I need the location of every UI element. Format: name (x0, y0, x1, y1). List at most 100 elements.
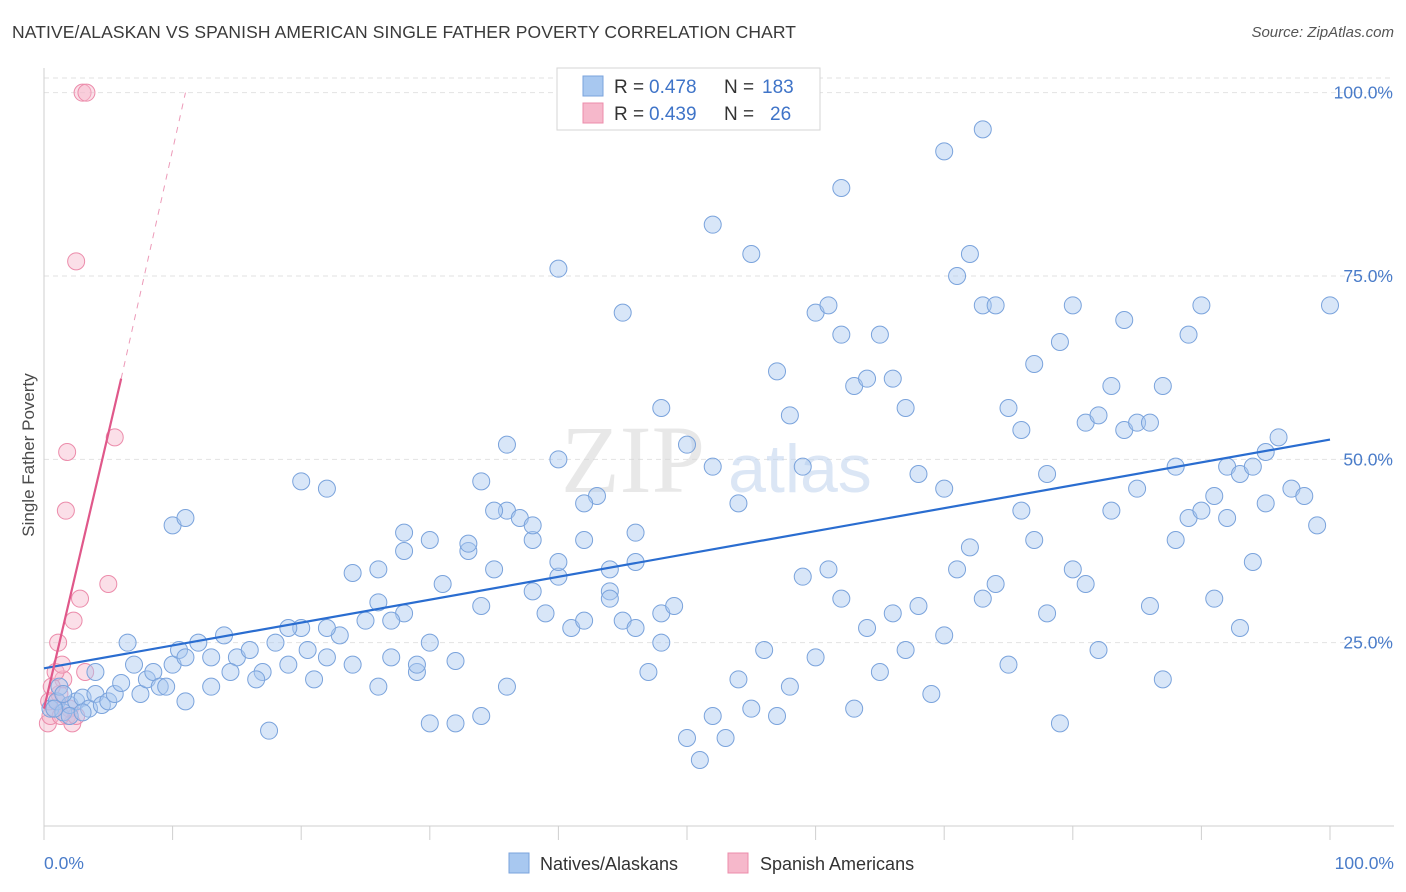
natives-point-58 (395, 542, 414, 560)
natives-point-113 (703, 457, 722, 476)
natives-point-184 (1153, 377, 1172, 395)
natives-point-133 (986, 575, 1005, 593)
natives-point-90 (549, 553, 568, 571)
natives-point-159 (819, 296, 838, 315)
natives-alaskans-points (41, 120, 1339, 769)
chart-title: NATIVE/ALASKAN VS SPANISH AMERICAN SINGL… (12, 22, 797, 42)
y-axis-label: Single Father Poverty (19, 373, 38, 537)
natives-point-99 (369, 560, 388, 579)
natives-point-165 (896, 399, 915, 417)
natives-point-117 (780, 677, 799, 696)
natives-point-62 (459, 542, 478, 560)
natives-point-138 (1050, 714, 1069, 733)
natives-point-47 (176, 648, 195, 667)
natives-point-39 (356, 611, 375, 630)
stats-legend: R = 0.478 N = 183 R = 0.439 N = 26 (556, 67, 821, 131)
y-tick-label-75: 75.0% (1343, 266, 1393, 286)
natives-point-118 (793, 567, 812, 586)
natives-point-155 (768, 362, 787, 381)
y-tick-label-100: 100.0% (1334, 83, 1393, 103)
x-axis-ticks (43, 826, 1331, 840)
natives-point-186 (1179, 325, 1198, 344)
natives-point-134 (999, 655, 1018, 674)
natives-point-54 (317, 619, 336, 637)
natives-point-166 (909, 465, 928, 483)
natives-point-60 (433, 575, 452, 593)
natives-point-181 (1115, 311, 1134, 329)
natives-point-142 (1102, 501, 1121, 520)
natives-point-180 (1102, 377, 1121, 395)
natives-point-64 (485, 560, 504, 579)
natives-point-174 (1025, 355, 1044, 373)
natives-point-12 (73, 703, 92, 722)
natives-point-27 (202, 648, 221, 667)
series-legend-swatch-natives (508, 852, 530, 874)
spanish-trend-line (42, 378, 123, 709)
natives-point-101 (420, 531, 439, 549)
natives-point-48 (202, 677, 221, 696)
natives-point-80 (690, 751, 709, 769)
trend-lines (42, 92, 1331, 709)
natives-point-22 (150, 677, 169, 696)
natives-point-49 (221, 663, 240, 681)
natives-point-163 (870, 325, 889, 344)
natives-point-33 (279, 655, 298, 674)
natives-point-177 (1063, 296, 1082, 315)
series-legend-label-spanish: Spanish Americans (760, 854, 914, 874)
natives-point-197 (1321, 296, 1339, 315)
natives-point-115 (755, 641, 774, 659)
natives-point-187 (1192, 296, 1211, 315)
natives-point-147 (1166, 531, 1185, 549)
legend-n-label-2: N = (724, 104, 754, 125)
natives-point-67 (523, 531, 542, 549)
natives-point-78 (665, 597, 684, 615)
source-label: Source: ZipAtlas.com (1251, 24, 1394, 41)
natives-point-114 (729, 494, 748, 513)
natives-point-83 (729, 670, 748, 689)
legend-n-value-2: 26 (770, 104, 791, 125)
natives-point-41 (382, 648, 401, 667)
natives-point-175 (1038, 465, 1057, 483)
natives-point-52 (279, 619, 298, 637)
natives-point-18 (125, 655, 144, 674)
natives-point-61 (446, 652, 465, 670)
natives-point-87 (472, 707, 491, 725)
natives-point-145 (1140, 597, 1159, 615)
natives-trend-line (43, 438, 1331, 670)
spanish-point-22 (73, 83, 92, 102)
natives-point-200 (549, 259, 568, 278)
natives-point-75 (626, 619, 645, 637)
natives-point-122 (845, 699, 864, 718)
natives-point-82 (716, 729, 735, 747)
natives-point-81 (703, 707, 722, 725)
natives-point-172 (999, 399, 1018, 417)
natives-point-183 (1140, 413, 1159, 432)
natives-point-123 (858, 619, 877, 637)
natives-point-196 (1308, 516, 1327, 535)
legend-swatch-pink (582, 102, 604, 124)
natives-point-96 (176, 509, 195, 527)
y-tick-labels: 25.0% 50.0% 75.0% 100.0% (1334, 83, 1393, 653)
natives-point-154 (1256, 494, 1275, 513)
natives-point-202 (832, 179, 851, 197)
legend-r-value-2: 0.439 (649, 104, 697, 125)
natives-point-167 (935, 479, 954, 498)
natives-point-116 (768, 707, 787, 725)
natives-point-131 (960, 538, 979, 557)
natives-point-169 (960, 245, 979, 263)
natives-point-35 (305, 670, 324, 689)
series-legend-label-natives: Natives/Alaskans (540, 854, 678, 874)
natives-point-162 (858, 369, 877, 388)
spanish-point-18 (105, 428, 124, 447)
spanish-point-14 (64, 611, 83, 630)
legend-swatch-blue (582, 75, 604, 97)
natives-point-132 (973, 589, 992, 608)
natives-point-51 (260, 721, 279, 740)
spanish-point-23 (77, 83, 96, 102)
y-tick-label-50: 50.0% (1343, 449, 1393, 469)
natives-point-199 (742, 245, 761, 263)
natives-point-121 (832, 589, 851, 608)
natives-point-164 (883, 369, 902, 388)
natives-point-135 (1012, 501, 1031, 520)
natives-point-182 (1128, 413, 1147, 432)
